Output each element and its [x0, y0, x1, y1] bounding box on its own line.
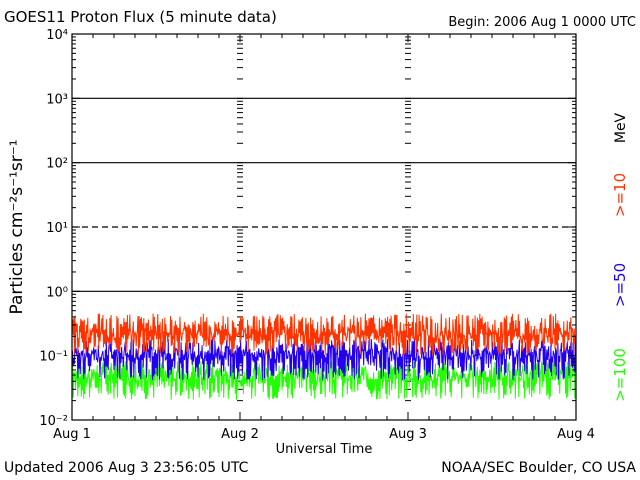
- x-tick-label: Aug 4: [557, 427, 595, 442]
- legend-entry: >=10: [611, 173, 629, 217]
- legend-entry: >=100: [611, 348, 629, 402]
- y-tick-label: 10⁰: [46, 285, 68, 300]
- y-tick-label: 10²: [46, 157, 68, 172]
- x-axis-label: Universal Time: [276, 442, 373, 457]
- x-tick-label: Aug 1: [53, 427, 91, 442]
- updated-timestamp: Updated 2006 Aug 3 23:56:05 UTC: [4, 460, 249, 476]
- x-tick-label: Aug 3: [389, 427, 427, 442]
- series-line: [71, 338, 577, 381]
- series-line: [71, 360, 577, 400]
- y-tick-label: 10⁻²: [39, 414, 68, 429]
- energy-unit-label: MeV: [613, 112, 629, 143]
- y-tick-label: 10³: [46, 92, 68, 107]
- y-tick-label: 10¹: [46, 221, 68, 236]
- credit-label: NOAA/SEC Boulder, CO USA: [441, 460, 636, 476]
- begin-time-label: Begin: 2006 Aug 1 0000 UTC: [448, 15, 636, 30]
- y-axis-label: Particles cm⁻²s⁻¹sr⁻¹: [7, 139, 27, 314]
- chart-title: GOES11 Proton Flux (5 minute data): [4, 8, 277, 26]
- y-tick-label: 10⁴: [46, 28, 68, 43]
- x-tick-label: Aug 2: [221, 427, 259, 442]
- series-line: [71, 313, 577, 356]
- legend-entry: >=50: [611, 263, 629, 307]
- y-tick-label: 10⁻¹: [39, 350, 68, 365]
